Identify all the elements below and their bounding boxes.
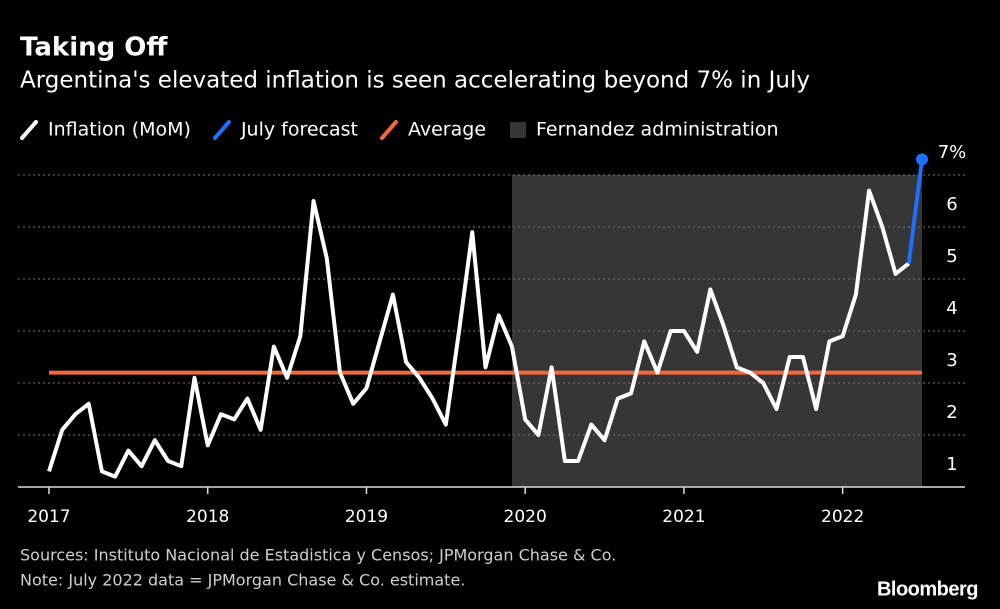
y-tick-label: 7% [938, 142, 967, 163]
chart-title: Taking Off [20, 33, 168, 63]
x-tick-label: 2019 [345, 507, 388, 527]
x-tick-label: 2021 [662, 507, 705, 527]
source-note: Sources: Instituto Nacional de Estadisti… [20, 546, 616, 565]
y-tick-label: 1 [946, 454, 957, 475]
x-tick-label: 2020 [504, 507, 547, 527]
y-tick-label: 2 [946, 402, 957, 423]
forecast-marker [916, 153, 928, 166]
x-tick-label: 2017 [27, 507, 70, 527]
series-line [47, 188, 911, 479]
x-tick-label: 2018 [186, 507, 229, 527]
legend-swatch [510, 122, 527, 138]
footnote: Note: July 2022 data = JPMorgan Chase & … [20, 571, 465, 590]
legend-swatch [20, 120, 38, 140]
x-tick-label: 2022 [821, 507, 864, 527]
series-line [906, 159, 924, 264]
y-tick-label: 4 [946, 298, 957, 319]
legend-label: Fernandez administration [536, 119, 779, 141]
y-tick-label: 5 [946, 246, 957, 267]
logo: Bloomberg [877, 578, 978, 600]
legend-swatch [212, 120, 231, 140]
legend-label: July forecast [240, 119, 358, 141]
y-tick-label: 6 [946, 194, 957, 215]
legend-label: Average [408, 119, 486, 141]
legend-swatch [379, 120, 398, 140]
chart-subtitle: Argentina's elevated inflation is seen a… [20, 68, 810, 94]
y-tick-label: 3 [946, 350, 957, 371]
legend-label: Inflation (MoM) [48, 119, 191, 141]
